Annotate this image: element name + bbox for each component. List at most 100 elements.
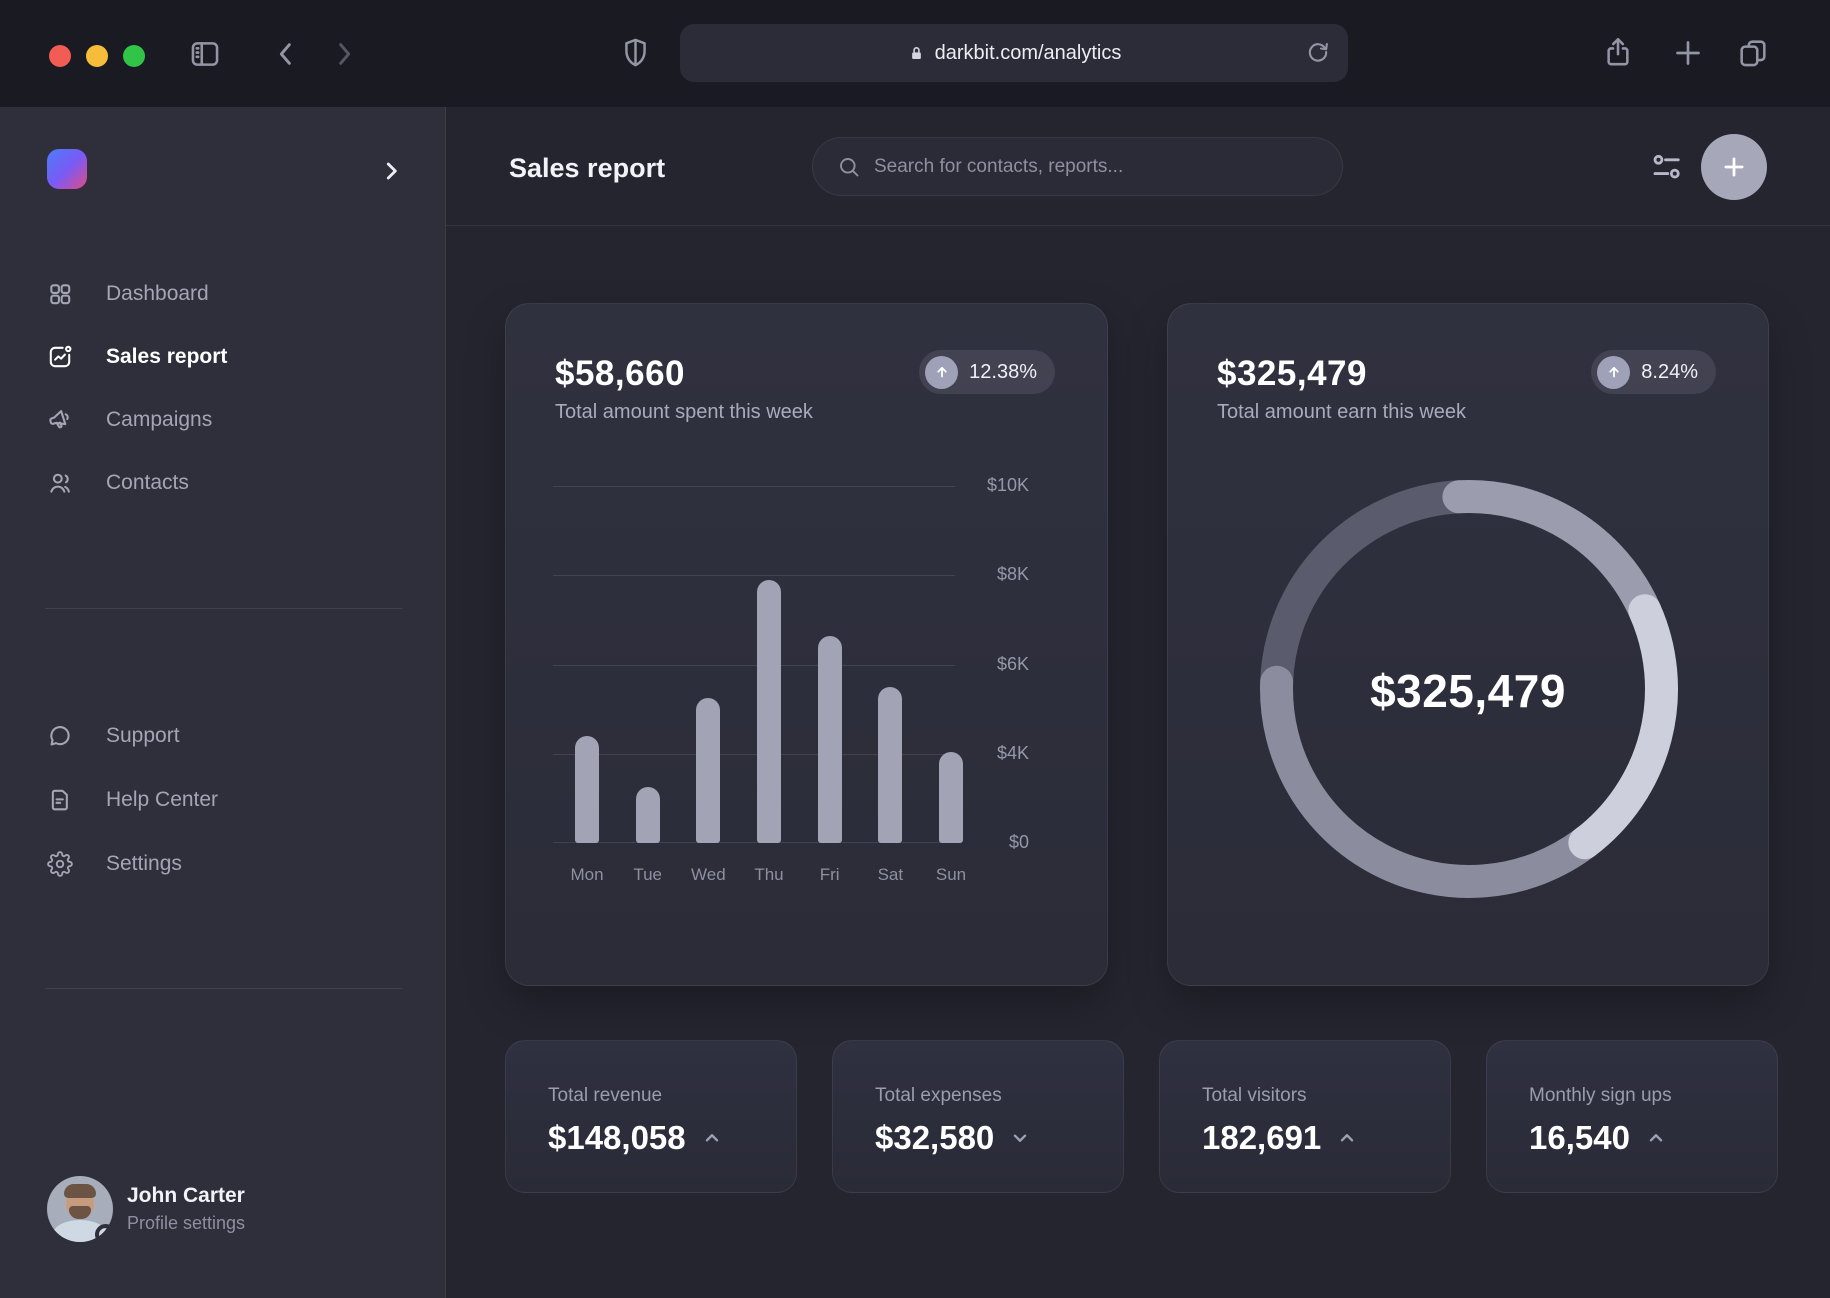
sidebar-collapse-chevron-icon[interactable] — [378, 158, 404, 184]
browser-chrome: darkbit.com/analytics — [0, 0, 1830, 107]
sidebar-item-label: Sales report — [106, 344, 228, 368]
sidebar-item-label: Help Center — [106, 788, 219, 811]
y-axis-tick: $4K — [996, 742, 1029, 763]
reload-icon[interactable] — [1304, 38, 1332, 69]
donut-segment-medium — [1260, 665, 1602, 898]
secondary-nav: Support Help Center Settings — [0, 704, 445, 896]
profile-name: John Carter — [127, 1184, 245, 1207]
sidebar-item-settings[interactable]: Settings — [0, 832, 445, 896]
earn-change-badge: 8.24% — [1591, 350, 1716, 394]
stat-card-total-revenue[interactable]: Total revenue $148,058 — [505, 1040, 797, 1193]
sidebar-item-dashboard[interactable]: Dashboard — [0, 262, 445, 325]
sidebar-item-sales-report[interactable]: Sales report — [0, 325, 445, 388]
sidebar-divider — [45, 988, 402, 989]
search-icon — [840, 157, 859, 176]
gridline — [553, 486, 955, 487]
stat-label: Total expenses — [875, 1085, 1002, 1106]
donut-segment-dark — [1260, 480, 1476, 699]
add-button[interactable] — [1701, 134, 1767, 200]
earn-card: $325,479 Total amount earn this week 8.2… — [1167, 303, 1769, 986]
bar-sat — [878, 686, 903, 843]
stat-value: 182,691 — [1202, 1119, 1322, 1156]
bar-tue — [635, 787, 660, 843]
earn-change-value: 8.24% — [1641, 360, 1698, 383]
donut-chart — [1260, 480, 1678, 898]
plus-icon — [1724, 157, 1744, 177]
spend-amount: $58,660 — [555, 354, 686, 393]
close-window-button[interactable] — [49, 45, 71, 67]
earn-amount: $325,479 — [1217, 354, 1367, 393]
bar-mon — [575, 735, 599, 843]
search-input[interactable] — [874, 155, 1318, 178]
x-axis-tick: Sun — [935, 865, 967, 884]
back-icon[interactable] — [270, 38, 302, 70]
sidebar-item-label: Support — [106, 724, 180, 747]
lock-icon — [907, 44, 926, 63]
arrow-up-icon — [925, 355, 959, 389]
sidebar-item-label: Campaigns — [106, 407, 213, 431]
zoom-window-button[interactable] — [123, 45, 145, 67]
sidebar-item-label: Contacts — [106, 470, 189, 494]
new-tab-icon[interactable] — [1670, 35, 1706, 71]
stat-card-monthly-sign-ups[interactable]: Monthly sign ups 16,540 — [1486, 1040, 1778, 1193]
sidebar: Dashboard Sales report Cam — [0, 107, 446, 1298]
main-content: Sales report $58,660 Total amount spent … — [446, 107, 1830, 1298]
page-title: Sales report — [509, 153, 666, 183]
share-icon[interactable] — [1601, 35, 1635, 69]
stat-card-total-visitors[interactable]: Total visitors 182,691 — [1159, 1040, 1451, 1193]
gridline — [553, 575, 955, 577]
url-text: darkbit.com/analytics — [934, 41, 1122, 64]
bar-wed — [696, 698, 721, 843]
sidebar-item-campaigns[interactable]: Campaigns — [0, 388, 445, 451]
x-axis-tick: Mon — [570, 865, 604, 884]
stat-card-total-expenses[interactable]: Total expenses $32,580 — [832, 1040, 1124, 1193]
y-axis-tick: $6K — [996, 653, 1029, 674]
bar-chart-plot: Mon Tue Wed Thu Fri Sat Sun — [553, 486, 966, 884]
spend-change-value: 12.38% — [969, 360, 1037, 383]
profile-subtitle: Profile settings — [127, 1213, 246, 1233]
profile-settings-item[interactable]: John Carter Profile settings — [47, 1176, 246, 1245]
app-logo[interactable] — [47, 149, 87, 189]
earn-description: Total amount earn this week — [1217, 401, 1467, 423]
bar-sun — [939, 751, 963, 843]
sidebar-item-help-center[interactable]: Help Center — [0, 768, 445, 832]
x-axis-tick: Sat — [877, 865, 904, 884]
x-axis-tick: Wed — [691, 865, 726, 884]
donut-total: $325,479 — [1370, 665, 1566, 717]
chevron-up-icon — [1336, 1127, 1358, 1149]
megaphone-icon — [49, 409, 69, 428]
spend-description: Total amount spent this week — [555, 401, 813, 423]
y-axis-tick: $0 — [1008, 832, 1029, 852]
chart-report-icon — [49, 345, 72, 367]
y-axis-tick: $8K — [996, 564, 1029, 585]
chevron-up-icon — [1645, 1127, 1667, 1149]
arrow-up-icon — [1597, 355, 1631, 389]
gridline — [553, 753, 955, 755]
contacts-icon — [50, 473, 70, 493]
filter-sliders-icon[interactable] — [1647, 149, 1687, 185]
gridline — [553, 842, 955, 843]
primary-nav: Dashboard Sales report Cam — [0, 262, 445, 514]
sidebar-item-contacts[interactable]: Contacts — [0, 451, 445, 514]
minimize-window-button[interactable] — [86, 45, 108, 67]
sidebar-item-support[interactable]: Support — [0, 704, 445, 768]
sidebar-toggle-icon[interactable] — [188, 37, 222, 71]
gear-icon — [47, 851, 73, 877]
address-bar[interactable]: darkbit.com/analytics — [680, 24, 1348, 82]
donut-segment-medium-light — [1442, 480, 1662, 628]
sidebar-item-label: Dashboard — [106, 281, 209, 305]
x-axis-tick: Thu — [754, 865, 784, 884]
grid-icon — [50, 283, 71, 304]
tab-overview-icon[interactable] — [1736, 36, 1770, 70]
forward-icon[interactable] — [328, 38, 360, 70]
privacy-shield-icon[interactable] — [619, 36, 652, 69]
stat-value: 16,540 — [1529, 1119, 1630, 1156]
document-icon — [51, 789, 68, 811]
main-header: Sales report — [446, 107, 1830, 226]
x-axis-tick: Tue — [633, 865, 662, 884]
spend-card: $58,660 Total amount spent this week 12.… — [505, 303, 1108, 986]
stat-value: $32,580 — [875, 1119, 995, 1156]
bar-fri — [817, 635, 842, 843]
stat-value: $148,058 — [548, 1119, 686, 1156]
